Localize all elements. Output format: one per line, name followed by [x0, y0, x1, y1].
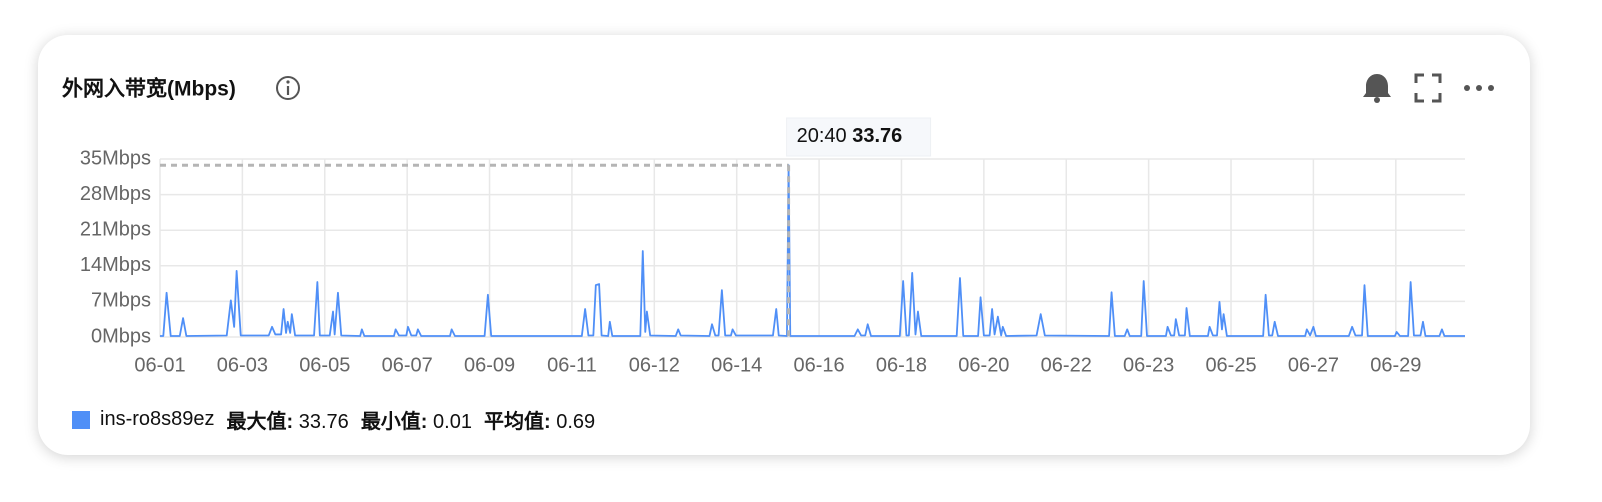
- stat-label: 最大值:: [226, 411, 294, 433]
- x-tick-label: 06-12: [629, 354, 680, 376]
- stat-value: 0.01: [433, 411, 472, 433]
- chart-card: [38, 35, 1530, 455]
- legend-stat: 平均值: 0.69: [484, 405, 595, 434]
- x-tick-label: 06-09: [464, 354, 515, 376]
- x-tick-label: 06-01: [134, 354, 185, 376]
- y-tick-label: 21Mbps: [80, 218, 151, 240]
- chart-title: 外网入带宽(Mbps): [62, 77, 236, 101]
- alarm-icon[interactable]: [1363, 74, 1391, 103]
- x-tick-label: 06-23: [1123, 354, 1174, 376]
- y-tick-label: 28Mbps: [80, 183, 151, 205]
- x-tick-label: 06-11: [547, 354, 597, 376]
- legend-stat: 最小值: 0.01: [361, 405, 472, 434]
- x-tick-label: 06-20: [958, 354, 1009, 376]
- tooltip-text: 20:40 33.76: [797, 125, 903, 147]
- info-icon[interactable]: [276, 76, 300, 100]
- x-tick-label: 06-29: [1370, 354, 1421, 376]
- legend-label: ins-ro8s89ez: [100, 408, 215, 430]
- stat-value: 0.69: [556, 411, 596, 433]
- x-tick-label: 06-03: [217, 354, 268, 376]
- x-tick-label: 06-27: [1288, 354, 1339, 376]
- y-tick-label: 7Mbps: [91, 290, 151, 312]
- tooltip-value: 33.76: [852, 125, 902, 147]
- y-tick-label: 35Mbps: [80, 147, 151, 169]
- stat-label: 最小值:: [360, 411, 428, 433]
- x-tick-label: 06-25: [1205, 354, 1256, 376]
- fullscreen-icon[interactable]: [1414, 73, 1442, 103]
- stat-value: 33.76: [298, 411, 349, 433]
- stat-label: 平均值:: [483, 411, 551, 433]
- tooltip-box: [786, 117, 932, 157]
- tooltip-time: 20:40: [797, 125, 847, 147]
- y-tick-label: 14Mbps: [80, 254, 151, 276]
- x-tick-label: 06-14: [711, 354, 762, 376]
- x-tick-label: 06-16: [794, 354, 845, 376]
- x-tick-label: 06-07: [382, 354, 433, 376]
- x-tick-label: 06-18: [876, 354, 927, 376]
- x-tick-label: 06-05: [299, 354, 350, 376]
- series-line: [160, 164, 1465, 337]
- legend: ins-ro8s89ez 最大值: 33.76 最小值: 0.01 平均值: 0.69: [72, 405, 595, 434]
- x-tick-label: 06-22: [1041, 354, 1092, 376]
- legend-stat: 最大值: 33.76: [227, 405, 349, 434]
- more-icon[interactable]: [1464, 85, 1494, 91]
- legend-swatch: [72, 410, 90, 429]
- y-tick-label: 0Mbps: [91, 325, 151, 347]
